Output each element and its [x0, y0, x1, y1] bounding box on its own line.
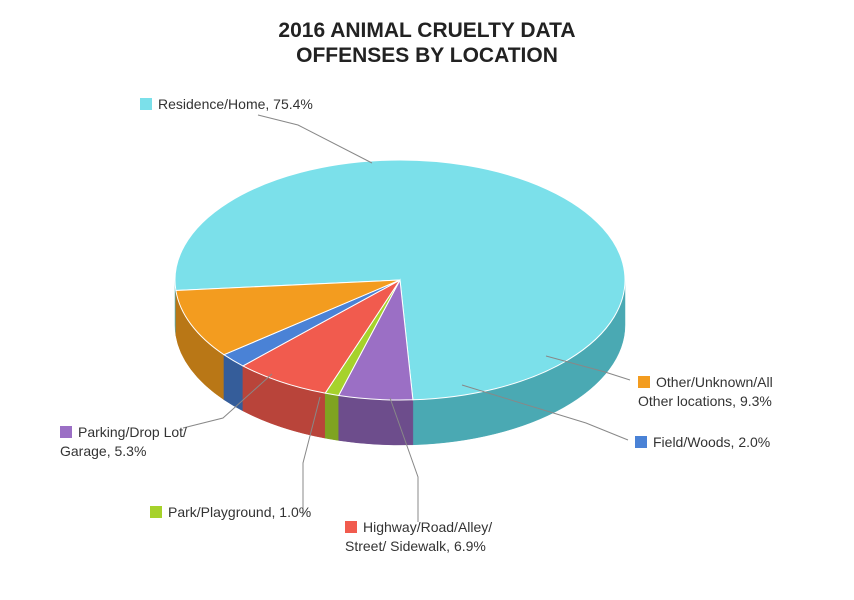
- pie-chart-container: 2016 ANIMAL CRUELTY DATA OFFENSES BY LOC…: [0, 0, 854, 600]
- segment-label-text: Highway/Road/Alley/ Street/ Sidewalk, 6.…: [345, 519, 492, 554]
- legend-swatch: [150, 506, 162, 518]
- legend-swatch: [638, 376, 650, 388]
- segment-label: Residence/Home, 75.4%: [140, 94, 313, 113]
- pie-side: [325, 393, 338, 440]
- legend-swatch: [140, 98, 152, 110]
- segment-label: Park/Playground, 1.0%: [150, 502, 311, 521]
- segment-label: Parking/Drop Lot/ Garage, 5.3%: [60, 422, 187, 461]
- segment-label-text: Field/Woods, 2.0%: [653, 434, 770, 450]
- segment-label-text: Residence/Home, 75.4%: [158, 96, 313, 112]
- legend-swatch: [345, 521, 357, 533]
- segment-label: Field/Woods, 2.0%: [635, 432, 770, 451]
- segment-label: Other/Unknown/All Other locations, 9.3%: [638, 372, 773, 411]
- legend-swatch: [635, 436, 647, 448]
- segment-label: Highway/Road/Alley/ Street/ Sidewalk, 6.…: [345, 517, 492, 556]
- segment-label-text: Other/Unknown/All Other locations, 9.3%: [638, 374, 773, 409]
- pie-side: [339, 395, 413, 445]
- pie-chart-svg: [0, 0, 854, 600]
- leader-line: [258, 115, 372, 163]
- segment-label-text: Parking/Drop Lot/ Garage, 5.3%: [60, 424, 187, 459]
- segment-label-text: Park/Playground, 1.0%: [168, 504, 311, 520]
- legend-swatch: [60, 426, 72, 438]
